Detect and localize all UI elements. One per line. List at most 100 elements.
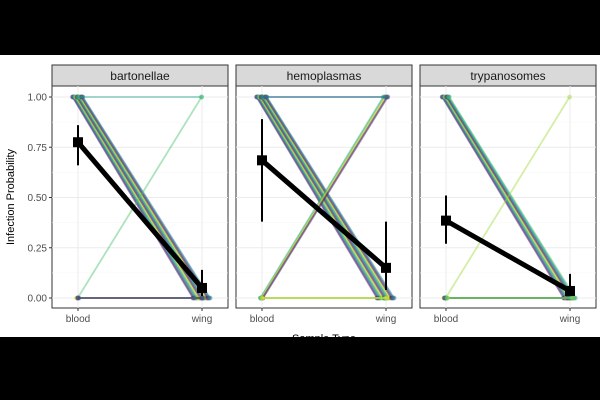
individual-point <box>446 94 452 100</box>
mean-point <box>197 282 207 293</box>
individual-line <box>262 96 390 299</box>
individual-point <box>442 295 448 301</box>
individual-point <box>566 295 572 301</box>
individual-point <box>380 295 386 301</box>
individual-point <box>257 94 263 100</box>
individual-line <box>79 96 208 299</box>
individual-point <box>385 94 391 100</box>
individual-point <box>257 94 263 100</box>
individual-point <box>198 295 204 301</box>
individual-point <box>73 94 79 100</box>
individual-point <box>386 295 392 301</box>
individual-point <box>80 94 86 100</box>
individual-point <box>255 94 261 100</box>
individual-line <box>71 96 194 299</box>
individual-point <box>443 94 448 100</box>
individual-point <box>200 295 205 301</box>
individual-point <box>375 295 381 301</box>
individual-point <box>384 94 390 100</box>
faceted-line-chart: Infection Probability 0.00 0.25 0.50 0.75 1.0… <box>5 64 597 337</box>
individual-point <box>565 295 571 301</box>
individual-point <box>391 295 397 301</box>
individual-point <box>202 295 208 301</box>
individual-point <box>381 295 387 301</box>
individual-line <box>443 96 569 299</box>
individual-point <box>564 295 569 301</box>
individual-line <box>445 96 571 299</box>
individual-point <box>76 94 82 100</box>
individual-line <box>73 96 198 299</box>
individual-point <box>446 94 452 100</box>
individual-line <box>265 96 394 299</box>
individual-point <box>568 295 574 301</box>
individual-point <box>564 295 569 301</box>
mean-point <box>381 262 391 273</box>
individual-line <box>444 96 570 299</box>
individual-point <box>380 295 385 301</box>
individual-point <box>564 295 570 301</box>
individual-point <box>259 94 264 100</box>
individual-point <box>440 94 446 100</box>
individual-point <box>197 295 203 301</box>
individual-point <box>443 295 449 301</box>
individual-line <box>261 96 388 299</box>
individual-point <box>440 94 446 100</box>
individual-point <box>564 295 570 301</box>
individual-line <box>82 96 211 299</box>
mean-point <box>73 137 83 148</box>
individual-point <box>566 295 572 301</box>
individual-point <box>199 94 204 100</box>
individual-point <box>205 295 211 301</box>
individual-point <box>382 94 388 100</box>
mean-line <box>260 158 388 270</box>
individual-line <box>447 96 576 299</box>
individual-line <box>76 96 203 299</box>
individual-point <box>201 295 207 301</box>
individual-point <box>568 295 574 301</box>
individual-point <box>258 295 264 301</box>
individual-point <box>254 94 260 100</box>
individual-point <box>204 295 209 301</box>
individual-line <box>261 96 387 299</box>
individual-line <box>80 96 209 299</box>
individual-point <box>254 94 259 100</box>
individual-point <box>381 295 387 301</box>
individual-point <box>77 94 83 100</box>
individual-point <box>203 295 209 301</box>
individual-point <box>572 295 577 301</box>
individual-point <box>199 295 205 301</box>
individual-point <box>374 295 380 301</box>
individual-point <box>570 295 576 301</box>
individual-line <box>81 96 210 299</box>
individual-point <box>197 295 203 301</box>
individual-point <box>75 295 81 301</box>
individual-point <box>73 94 79 100</box>
individual-point <box>76 94 81 100</box>
individual-line <box>441 96 565 299</box>
individual-point <box>571 295 576 301</box>
individual-point <box>198 295 204 301</box>
individual-line <box>258 96 383 299</box>
individual-point <box>444 94 449 100</box>
individual-line <box>263 96 392 299</box>
y-tick-label: 0.75 <box>28 143 48 154</box>
individual-line <box>74 96 199 299</box>
individual-point <box>377 295 383 301</box>
individual-point <box>444 295 450 301</box>
individual-point <box>194 295 200 301</box>
individual-point <box>567 295 573 301</box>
individual-point <box>74 295 80 301</box>
individual-line <box>73 96 197 299</box>
individual-point <box>260 94 265 100</box>
individual-point <box>78 94 84 100</box>
individual-line <box>81 96 210 299</box>
individual-point <box>70 94 75 100</box>
individual-line <box>446 96 573 299</box>
individual-point <box>565 295 571 301</box>
individual-point <box>74 295 80 301</box>
individual-point <box>261 94 267 100</box>
individual-line <box>256 96 380 299</box>
individual-point <box>441 295 447 301</box>
individual-point <box>569 295 575 301</box>
individual-point <box>200 295 206 301</box>
